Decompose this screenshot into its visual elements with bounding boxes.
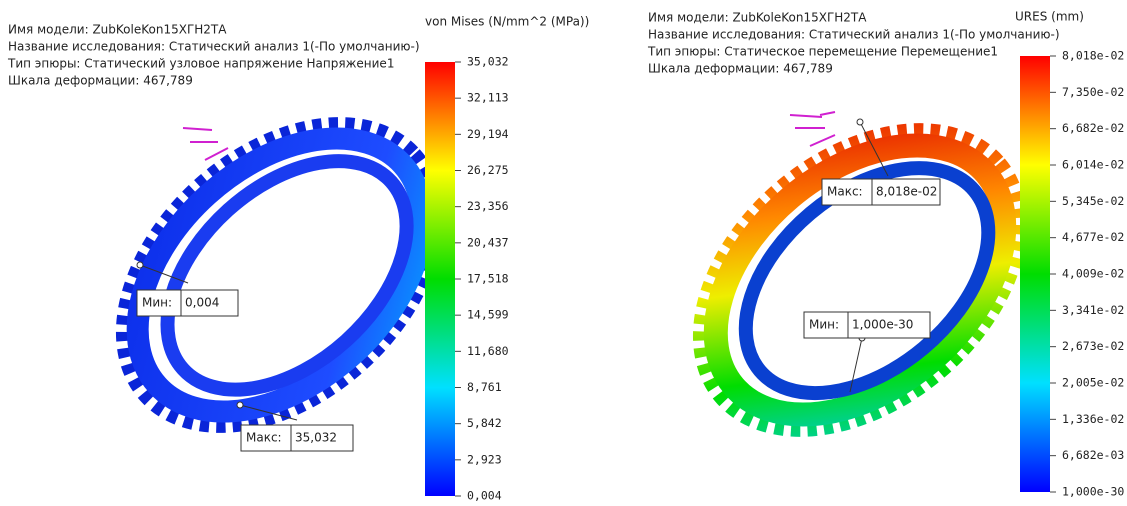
legend-label: 6,682e-03 bbox=[1062, 448, 1124, 462]
max-value: 35,032 bbox=[295, 431, 337, 445]
legend-label: 5,345e-02 bbox=[1062, 194, 1124, 208]
max-point bbox=[237, 402, 243, 408]
legend-label: 26,275 bbox=[467, 163, 509, 177]
page: Имя модели: ZubKoleKon15XГН2ТА Название и… bbox=[0, 0, 1127, 506]
legend-label: 5,842 bbox=[467, 416, 502, 430]
legend-label: 6,014e-02 bbox=[1062, 158, 1124, 172]
gear-model bbox=[648, 75, 1072, 485]
legend-label: 1,000e-30 bbox=[1062, 485, 1124, 499]
max-label: Макс: bbox=[827, 185, 863, 199]
legend-label: 2,673e-02 bbox=[1062, 339, 1124, 353]
legend-label: 7,350e-02 bbox=[1062, 85, 1124, 99]
legend-label: 1,336e-02 bbox=[1062, 412, 1124, 426]
legend-title: von Mises (N/mm^2 (MPa)) bbox=[425, 15, 589, 29]
legend-label: 17,518 bbox=[467, 272, 509, 286]
min-value: 1,000e-30 bbox=[852, 318, 913, 332]
legend-label: 3,341e-02 bbox=[1062, 303, 1124, 317]
legend-label: 14,599 bbox=[467, 308, 509, 322]
min-value: 0,004 bbox=[185, 296, 219, 310]
model-info: Тип эпюры: Статическое перемещение Перем… bbox=[647, 45, 998, 59]
legend-label: 23,356 bbox=[467, 199, 509, 213]
color-bar bbox=[425, 62, 455, 496]
legend-label: 2,005e-02 bbox=[1062, 376, 1124, 390]
model-info: Имя модели: ZubKoleKon15XГН2ТА bbox=[648, 11, 867, 25]
legend-label: 2,923 bbox=[467, 452, 502, 466]
screenshot: Имя модели: ZubKoleKon15XГН2ТА Название и… bbox=[0, 0, 1127, 506]
legend-label: 0,004 bbox=[467, 489, 502, 503]
legend-label: 35,032 bbox=[467, 55, 509, 69]
model-info: Название исследования: Статический анали… bbox=[8, 40, 420, 54]
legend-label: 4,677e-02 bbox=[1062, 230, 1124, 244]
max-point bbox=[857, 119, 863, 125]
max-value: 8,018e-02 bbox=[876, 185, 937, 199]
legend-label: 4,009e-02 bbox=[1062, 267, 1124, 281]
legend-title: URES (mm) bbox=[1015, 10, 1084, 24]
max-label: Макс: bbox=[246, 431, 282, 445]
legend-label: 8,018e-02 bbox=[1062, 49, 1124, 63]
load-arrows bbox=[790, 115, 835, 146]
model-info: Имя модели: ZubKoleKon15XГН2ТА bbox=[8, 23, 227, 37]
min-point bbox=[137, 262, 143, 268]
min-label: Мин: bbox=[809, 318, 839, 332]
legend-label: 8,761 bbox=[467, 380, 502, 394]
model-info: Шкала деформации: 467,789 bbox=[8, 74, 193, 88]
legend-label: 11,680 bbox=[467, 344, 509, 358]
min-label: Мин: bbox=[142, 296, 172, 310]
model-info: Название исследования: Статический анали… bbox=[648, 28, 1060, 42]
legend-label: 29,194 bbox=[467, 127, 509, 141]
model-info: Тип эпюры: Статический узловое напряжени… bbox=[7, 57, 394, 71]
model-info: Шкала деформации: 467,789 bbox=[648, 62, 833, 76]
legend-label: 6,682e-02 bbox=[1062, 121, 1124, 135]
legend-label: 32,113 bbox=[467, 91, 509, 105]
color-bar bbox=[1020, 56, 1050, 492]
legend-label: 20,437 bbox=[467, 235, 509, 249]
